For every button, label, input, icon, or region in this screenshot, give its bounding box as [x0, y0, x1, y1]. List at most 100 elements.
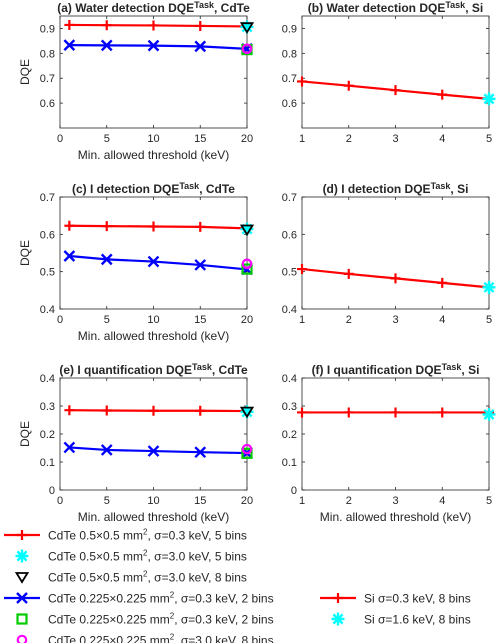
- data-point: [437, 407, 448, 418]
- x-tick-label: 20: [241, 495, 253, 507]
- y-axis-label: DQE: [18, 59, 32, 85]
- data-point: [482, 92, 496, 106]
- data-point: [241, 443, 253, 455]
- data-point: [239, 406, 255, 419]
- plus-mark: [297, 407, 307, 418]
- x-tick-label: 15: [194, 314, 206, 326]
- y-tick-label: 0.3: [282, 401, 297, 413]
- x-mark: [63, 39, 76, 51]
- legend-label: CdTe 0.225×0.225 mm2, σ=0.3 keV, 2 bins: [48, 612, 274, 627]
- x-tick-label: 0: [57, 314, 63, 326]
- legend-marker: [16, 634, 28, 643]
- x-mark: [63, 441, 76, 454]
- asterisk-mark: [482, 407, 496, 421]
- legend-left-entry: CdTe 0.5×0.5 mm2, σ=3.0 keV, 8 bins: [14, 570, 247, 585]
- x-axis-label: Min. allowed threshold (keV): [78, 510, 229, 524]
- plus-mark: [437, 277, 448, 288]
- x-tick-label: 0: [57, 133, 63, 145]
- plus-mark: [297, 264, 307, 275]
- y-tick-label: 0.6: [282, 229, 297, 241]
- asterisk-mark: [240, 405, 254, 419]
- data-point: [240, 405, 254, 419]
- x-tick-label: 3: [392, 495, 398, 507]
- plus-mark: [101, 405, 112, 416]
- axes-box: [301, 377, 490, 491]
- legend-marker: [14, 572, 30, 584]
- x-mark: [100, 253, 113, 266]
- x-mark: [100, 444, 113, 456]
- circle-mark: [16, 634, 28, 643]
- plus-mark: [297, 76, 307, 87]
- legend-left-entry: CdTe 0.225×0.225 mm2, σ=0.3 keV, 2 bins: [16, 612, 274, 627]
- x-tick-label: 15: [194, 495, 206, 507]
- x-axis-label: Min. allowed threshold (keV): [320, 510, 471, 524]
- legend-label: Si σ=0.3 keV, 8 bins: [364, 592, 471, 606]
- legend-marker: [331, 612, 345, 626]
- plus-mark: [64, 405, 75, 416]
- data-point: [241, 43, 253, 55]
- data-point: [482, 407, 496, 421]
- plus-mark: [195, 221, 206, 232]
- data-point: [100, 253, 113, 266]
- data-point: [297, 264, 307, 275]
- data-point: [64, 220, 75, 231]
- plus-mark: [390, 273, 401, 284]
- data-point: [297, 407, 307, 418]
- x-mark: [194, 259, 207, 271]
- legend-marker: [17, 530, 27, 540]
- x-mark: [194, 40, 207, 53]
- axes-box: [59, 15, 248, 129]
- x-tick-label: 10: [147, 495, 159, 507]
- data-point: [241, 258, 253, 270]
- plus-mark: [17, 530, 27, 540]
- y-tick-label: 0: [291, 485, 297, 497]
- x-axis-label: Min. allowed threshold (keV): [78, 148, 229, 162]
- y-tick-label: 0.8: [282, 48, 297, 60]
- asterisk-mark: [331, 612, 345, 626]
- data-point: [148, 221, 159, 232]
- square-mark: [241, 263, 253, 275]
- plus-mark: [390, 407, 401, 418]
- plus-mark: [148, 405, 159, 416]
- plus-mark: [343, 407, 354, 418]
- legend-marker: [333, 593, 343, 603]
- x-mark: [100, 39, 113, 52]
- data-point: [482, 280, 496, 294]
- legend-marker: [16, 613, 28, 625]
- x-tick-label: 4: [439, 314, 445, 326]
- x-tick-label: 2: [346, 133, 352, 145]
- data-point: [63, 250, 76, 262]
- plus-mark: [148, 20, 159, 31]
- y-axis-label: DQE: [18, 240, 32, 266]
- plus-mark: [343, 80, 354, 91]
- y-tick-label: 0.5: [282, 267, 297, 279]
- data-point: [147, 255, 160, 268]
- triangle-mark: [239, 22, 255, 34]
- plus-mark: [148, 221, 159, 232]
- plus-mark: [101, 221, 112, 232]
- y-tick-label: 0.5: [40, 267, 55, 279]
- legend-label: CdTe 0.5×0.5 mm2, σ=0.3 keV, 5 bins: [48, 528, 247, 543]
- y-tick-label: 0.7: [282, 73, 297, 85]
- legend-right-entry: Si σ=0.3 keV, 8 bins: [320, 592, 471, 606]
- data-point: [100, 444, 113, 456]
- plus-mark: [437, 407, 448, 418]
- x-mark: [147, 445, 160, 457]
- data-point: [101, 221, 112, 232]
- data-point: [437, 277, 448, 288]
- data-point: [195, 221, 206, 232]
- plus-mark: [101, 20, 112, 31]
- triangle-mark: [239, 224, 255, 237]
- x-mark: [147, 255, 160, 268]
- legend-marker: [16, 592, 28, 604]
- data-point: [63, 39, 76, 51]
- square-mark: [241, 447, 253, 459]
- x-mark: [16, 592, 28, 604]
- data-point: [240, 20, 254, 34]
- plus-mark: [437, 89, 448, 100]
- x-tick-label: 0: [57, 495, 63, 507]
- data-point: [343, 80, 354, 91]
- axes-box: [59, 196, 248, 310]
- y-tick-label: 0.6: [40, 229, 55, 241]
